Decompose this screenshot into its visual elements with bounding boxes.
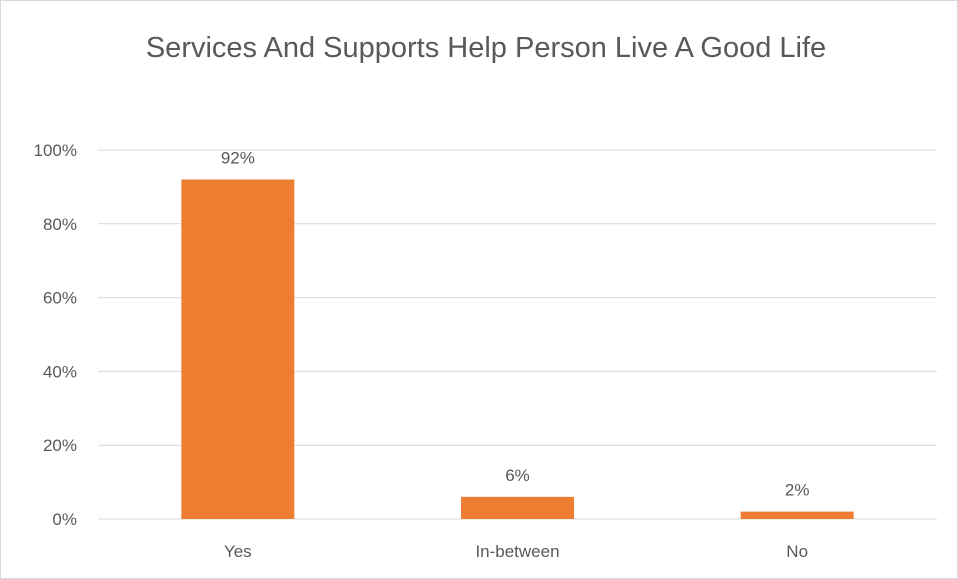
- data-label: 92%: [221, 149, 255, 168]
- y-tick-label: 40%: [43, 362, 77, 381]
- x-category-label: No: [786, 542, 808, 561]
- y-tick-label: 0%: [52, 510, 77, 529]
- x-category-label: Yes: [224, 542, 252, 561]
- y-tick-label: 80%: [43, 215, 77, 234]
- bar-in-between: [461, 496, 574, 519]
- bar-no: [740, 511, 854, 519]
- bar-yes: [181, 179, 295, 519]
- data-label: 6%: [505, 466, 530, 485]
- y-tick-label: 60%: [43, 289, 77, 308]
- chart-title: Services And Supports Help Person Live A…: [145, 32, 827, 64]
- y-tick-label: 100%: [34, 141, 77, 160]
- y-tick-label: 20%: [43, 436, 77, 455]
- labels: 0% 20% 40% 60% 80% 100% 92% Yes 6% In-between 2% No: [34, 141, 810, 561]
- data-label: 2%: [785, 481, 810, 500]
- bars: [181, 179, 854, 519]
- x-category-label: In-between: [475, 542, 559, 561]
